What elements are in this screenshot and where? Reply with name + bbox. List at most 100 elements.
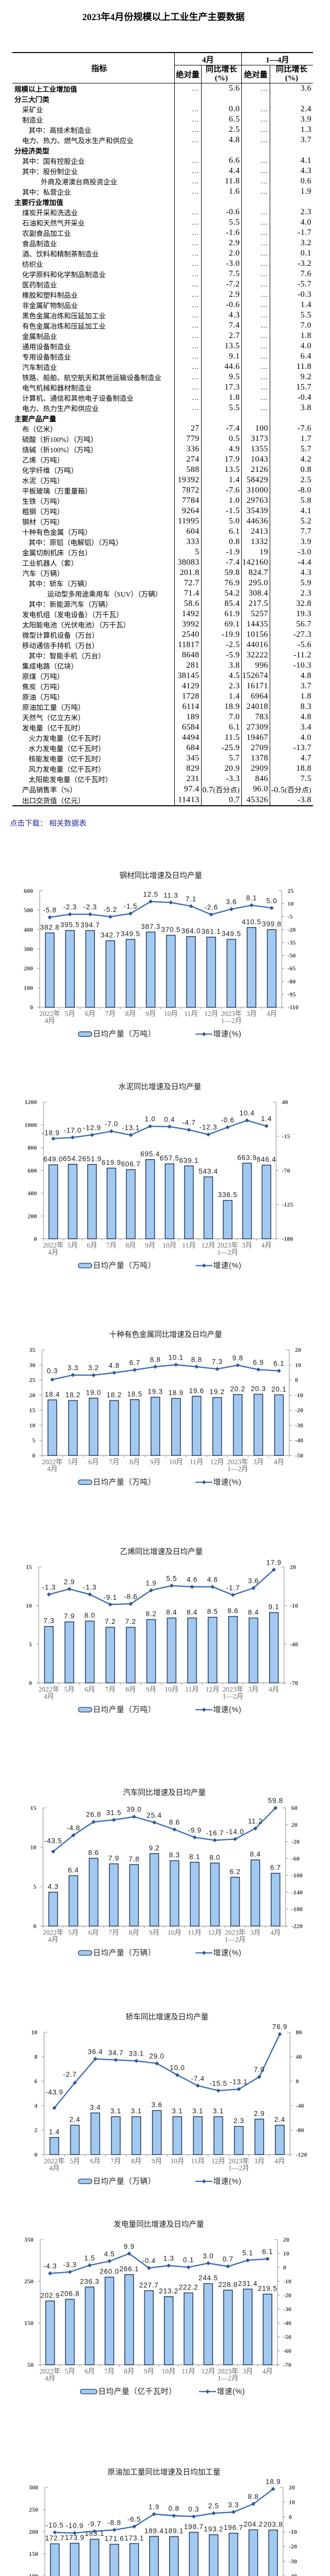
svg-text:4.3: 4.3 xyxy=(48,1883,59,1890)
svg-text:6.7: 6.7 xyxy=(129,1359,140,1366)
svg-text:4月: 4月 xyxy=(270,1929,280,1937)
svg-text:增速(%): 增速(%) xyxy=(213,1478,242,1487)
svg-text:-15.5: -15.5 xyxy=(209,2079,227,2087)
svg-text:1.4: 1.4 xyxy=(261,1115,272,1123)
svg-text:-70: -70 xyxy=(283,2361,291,2368)
svg-text:8.2: 8.2 xyxy=(146,1610,157,1618)
svg-text:10: 10 xyxy=(288,900,294,907)
svg-text:1.9: 1.9 xyxy=(148,2503,159,2511)
svg-text:-13.1: -13.1 xyxy=(230,2078,248,2086)
svg-text:1—2月: 1—2月 xyxy=(218,2375,239,2382)
svg-text:-1.5: -1.5 xyxy=(124,903,137,910)
svg-text:20.3: 20.3 xyxy=(251,1385,266,1393)
svg-text:12月: 12月 xyxy=(201,2367,215,2375)
svg-text:10月: 10月 xyxy=(169,1458,183,1466)
svg-text:6月: 6月 xyxy=(88,1929,98,1937)
svg-text:-40: -40 xyxy=(283,2319,291,2327)
svg-text:-80: -80 xyxy=(288,978,296,985)
svg-text:-60: -60 xyxy=(291,1855,300,1862)
svg-text:6月: 6月 xyxy=(90,2157,101,2165)
svg-text:-10: -10 xyxy=(290,1602,298,1609)
svg-text:25.4: 25.4 xyxy=(146,1811,161,1819)
svg-text:-4.3: -4.3 xyxy=(43,2262,57,2270)
svg-text:266.1: 266.1 xyxy=(120,2265,139,2273)
svg-text:日均产量（万辆）: 日均产量（万辆） xyxy=(93,1948,156,1957)
svg-text:4: 4 xyxy=(35,2102,38,2109)
svg-text:2.4: 2.4 xyxy=(274,2116,285,2124)
svg-text:25: 25 xyxy=(29,1377,36,1384)
svg-text:17.9: 17.9 xyxy=(266,1558,281,1566)
svg-text:0.7: 0.7 xyxy=(223,2256,234,2263)
svg-text:2.3: 2.3 xyxy=(234,2117,244,2125)
svg-text:-125: -125 xyxy=(282,1201,293,1208)
svg-text:654.2: 654.2 xyxy=(63,1155,82,1162)
svg-text:11月: 11月 xyxy=(191,2157,205,2165)
svg-text:日均产量（万吨）: 日均产量（万吨） xyxy=(93,1478,156,1487)
svg-text:3月: 3月 xyxy=(250,1929,260,1937)
svg-text:11月: 11月 xyxy=(185,1686,199,1693)
svg-text:10: 10 xyxy=(29,1421,36,1429)
svg-text:8.4: 8.4 xyxy=(250,1851,261,1858)
svg-text:20.2: 20.2 xyxy=(230,1385,245,1393)
svg-text:-14.0: -14.0 xyxy=(226,1828,244,1836)
svg-text:10: 10 xyxy=(30,1844,37,1851)
svg-text:10: 10 xyxy=(295,1361,301,1368)
svg-text:-20: -20 xyxy=(283,2292,291,2299)
svg-text:18.2: 18.2 xyxy=(65,1391,80,1399)
svg-text:4月: 4月 xyxy=(262,2367,273,2375)
svg-text:3.4: 3.4 xyxy=(90,2104,101,2111)
svg-text:400: 400 xyxy=(28,1190,37,1197)
svg-text:9月: 9月 xyxy=(144,2367,154,2375)
svg-text:11月: 11月 xyxy=(190,1458,204,1466)
svg-text:9月: 9月 xyxy=(150,1458,160,1466)
svg-text:3.1: 3.1 xyxy=(213,2107,224,2115)
svg-text:-43.5: -43.5 xyxy=(44,1837,62,1844)
svg-text:12月: 12月 xyxy=(211,2157,225,2165)
svg-text:-2.6: -2.6 xyxy=(204,904,218,911)
svg-text:-0.6: -0.6 xyxy=(221,1116,234,1124)
svg-text:7月: 7月 xyxy=(105,1010,116,1018)
svg-text:2023年: 2023年 xyxy=(227,1458,249,1466)
svg-text:发电量同比增速及日均产量: 发电量同比增速及日均产量 xyxy=(113,2220,204,2229)
svg-text:2022年: 2022年 xyxy=(43,1929,64,1937)
svg-text:8.4: 8.4 xyxy=(187,1608,197,1616)
svg-text:2.4: 2.4 xyxy=(70,2116,80,2124)
svg-text:-40: -40 xyxy=(296,2102,304,2109)
svg-text:2022年: 2022年 xyxy=(40,2367,61,2375)
svg-text:1—2月: 1—2月 xyxy=(223,1692,244,1700)
svg-text:7月: 7月 xyxy=(109,1929,119,1937)
svg-text:40: 40 xyxy=(296,2053,302,2060)
svg-text:213.2: 213.2 xyxy=(159,2287,178,2295)
svg-text:10: 10 xyxy=(31,2029,38,2036)
svg-text:5.5: 5.5 xyxy=(166,1574,177,1582)
svg-text:600: 600 xyxy=(24,887,33,894)
svg-text:10: 10 xyxy=(289,2499,295,2506)
svg-text:2023年: 2023年 xyxy=(221,1010,242,1018)
svg-text:10: 10 xyxy=(26,1602,32,1609)
svg-text:7.2: 7.2 xyxy=(105,1618,116,1625)
svg-text:-2.3: -2.3 xyxy=(84,903,97,911)
svg-text:2022年: 2022年 xyxy=(39,1010,60,1018)
svg-text:-30: -30 xyxy=(295,1421,303,1429)
svg-text:6月: 6月 xyxy=(85,1010,95,1018)
svg-text:0: 0 xyxy=(29,1680,32,1687)
svg-text:8.4: 8.4 xyxy=(248,1608,259,1616)
svg-text:0: 0 xyxy=(296,2078,299,2085)
svg-text:2.9: 2.9 xyxy=(64,1578,75,1586)
svg-text:-180: -180 xyxy=(282,1235,293,1243)
svg-text:11月: 11月 xyxy=(188,1929,202,1937)
svg-text:1.0: 1.0 xyxy=(145,1115,156,1123)
svg-text:8.0: 8.0 xyxy=(209,1854,220,1861)
svg-text:5月: 5月 xyxy=(68,1929,78,1937)
svg-text:2023年: 2023年 xyxy=(217,1242,238,1249)
svg-text:4月: 4月 xyxy=(49,2164,59,2172)
svg-text:171.6: 171.6 xyxy=(105,2535,124,2543)
svg-text:6: 6 xyxy=(35,2078,38,2085)
svg-text:18.5: 18.5 xyxy=(127,1390,142,1398)
svg-text:11月: 11月 xyxy=(182,1242,196,1249)
svg-text:-7.4: -7.4 xyxy=(191,2075,204,2082)
svg-text:231.4: 231.4 xyxy=(238,2280,258,2287)
svg-text:8.8: 8.8 xyxy=(248,2493,259,2501)
svg-text:十种有色金属同比增速及日均产量: 十种有色金属同比增速及日均产量 xyxy=(109,1330,222,1339)
svg-text:12月: 12月 xyxy=(201,1242,215,1249)
